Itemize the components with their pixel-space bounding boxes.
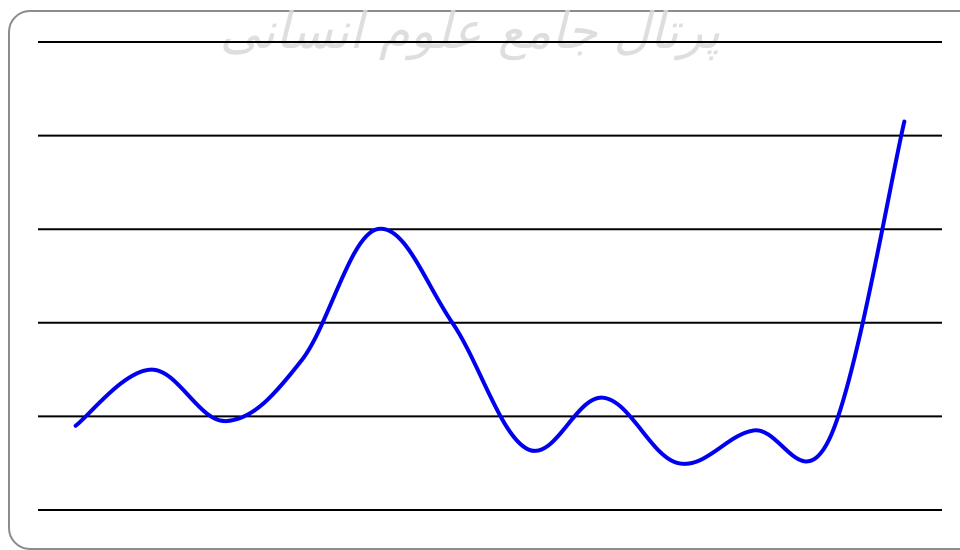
line-chart bbox=[38, 41, 942, 511]
gridlines bbox=[38, 41, 942, 511]
series-line bbox=[73, 119, 907, 466]
